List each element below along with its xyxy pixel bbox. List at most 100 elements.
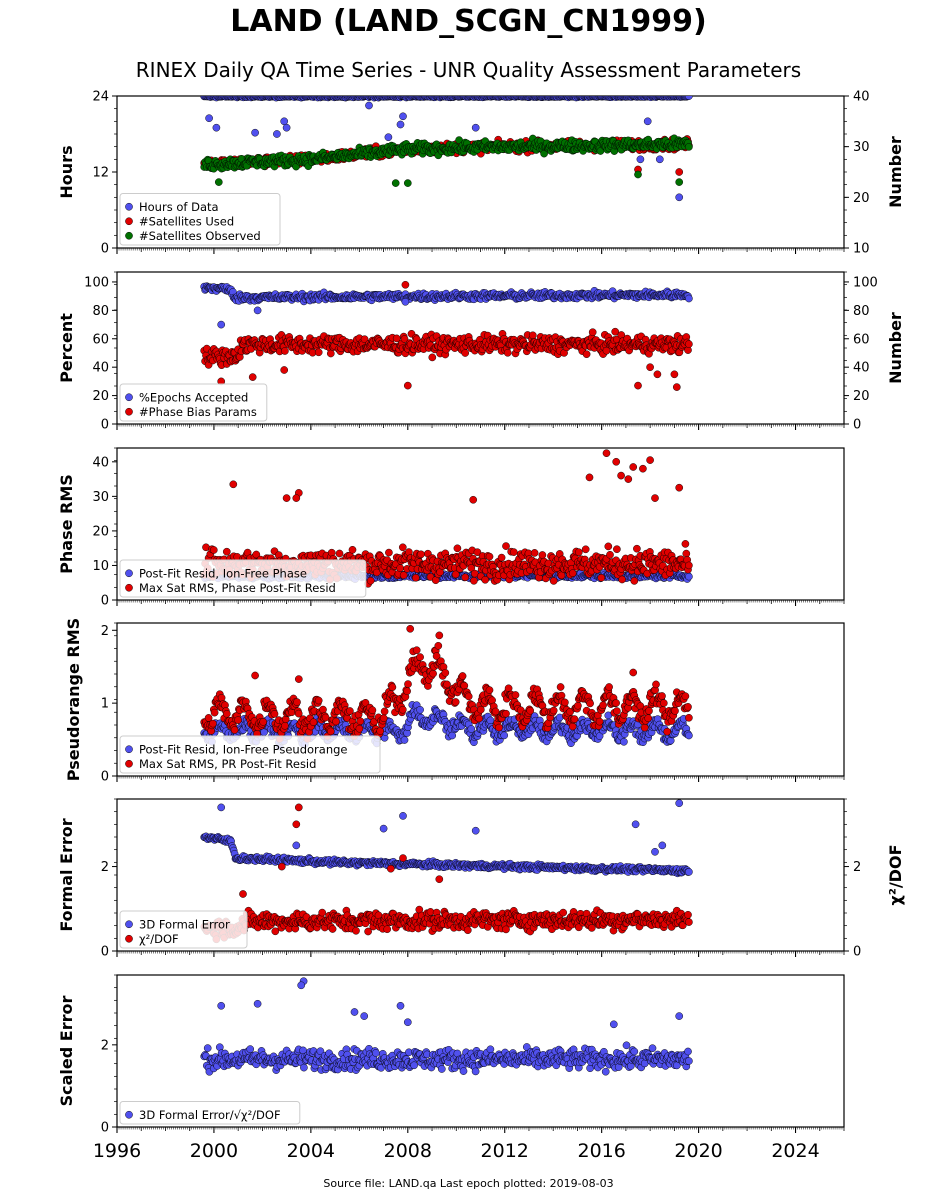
y-tick-label: 80 bbox=[92, 304, 109, 319]
y2-tick-label: 100 bbox=[853, 275, 878, 290]
y-tick-label: 40 bbox=[92, 361, 109, 376]
data-point bbox=[399, 112, 407, 121]
data-point bbox=[646, 363, 654, 372]
data-point bbox=[417, 550, 425, 559]
data-point bbox=[606, 550, 614, 559]
data-point bbox=[672, 383, 681, 391]
legend-label: #Phase Bias Params bbox=[139, 405, 257, 419]
data-point bbox=[401, 280, 410, 289]
data-point bbox=[282, 123, 291, 132]
y-tick-label: 100 bbox=[84, 275, 109, 290]
data-point bbox=[314, 348, 323, 357]
data-point bbox=[497, 553, 506, 562]
data-point bbox=[588, 328, 597, 337]
legend-marker bbox=[125, 393, 133, 402]
data-point bbox=[398, 543, 407, 552]
data-point bbox=[685, 561, 693, 570]
data-point bbox=[385, 548, 393, 557]
data-point bbox=[428, 353, 437, 362]
data-point bbox=[248, 373, 257, 381]
data-points bbox=[200, 96, 693, 202]
data-point bbox=[396, 564, 405, 572]
data-point bbox=[469, 495, 478, 504]
data-point bbox=[612, 457, 621, 466]
data-point bbox=[613, 545, 621, 554]
data-point bbox=[582, 350, 591, 359]
data-point bbox=[574, 548, 583, 557]
data-point bbox=[217, 320, 226, 329]
data-point bbox=[682, 549, 691, 558]
legend-marker bbox=[125, 231, 133, 240]
data-point bbox=[461, 349, 470, 357]
data-point bbox=[685, 143, 693, 151]
data-point bbox=[675, 178, 684, 186]
y2-tick-label: 10 bbox=[853, 242, 870, 257]
data-point bbox=[222, 547, 231, 556]
data-point bbox=[528, 331, 537, 340]
legend-box bbox=[119, 193, 281, 246]
data-point bbox=[634, 170, 642, 179]
y2-tick-label: 60 bbox=[853, 332, 870, 347]
data-point bbox=[205, 114, 213, 123]
data-point bbox=[624, 475, 633, 483]
data-point bbox=[401, 297, 410, 306]
data-point bbox=[646, 456, 654, 464]
data-point bbox=[411, 573, 420, 582]
data-point bbox=[212, 123, 221, 132]
y-tick-label: 60 bbox=[92, 332, 109, 347]
data-point bbox=[685, 572, 693, 581]
data-point bbox=[396, 120, 405, 129]
y2-axis-label: Number bbox=[886, 312, 905, 384]
data-point bbox=[399, 571, 408, 580]
data-point bbox=[630, 577, 639, 585]
y-axis-label: Hours bbox=[57, 145, 76, 198]
data-point bbox=[453, 544, 462, 553]
data-point bbox=[670, 370, 679, 379]
legend: Hours of Data#Satellites Used#Satellites… bbox=[119, 193, 281, 246]
y-tick-label: 0 bbox=[101, 242, 109, 257]
y2-tick-label: 0 bbox=[853, 418, 861, 433]
data-point bbox=[633, 544, 641, 553]
y2-tick-label: 30 bbox=[853, 140, 870, 155]
y2-tick-label: 40 bbox=[853, 90, 870, 105]
legend-label: Hours of Data bbox=[139, 200, 219, 214]
data-point bbox=[485, 552, 494, 561]
data-point bbox=[253, 306, 262, 315]
chart-title: LAND (LAND_SCGN_CN1999) bbox=[230, 4, 707, 39]
data-point bbox=[503, 348, 512, 357]
data-point bbox=[617, 471, 625, 480]
y-tick-label: 10 bbox=[92, 559, 109, 574]
data-point bbox=[602, 449, 611, 458]
data-point bbox=[530, 549, 539, 557]
data-point bbox=[549, 577, 558, 585]
y-tick-label: 30 bbox=[92, 490, 109, 505]
y-tick-label: 20 bbox=[92, 389, 109, 404]
chart-subtitle: RINEX Daily QA Time Series - UNR Quality… bbox=[135, 58, 802, 82]
data-point bbox=[585, 473, 594, 482]
legend-label: %Epochs Accepted bbox=[139, 390, 248, 404]
data-point bbox=[403, 381, 412, 390]
data-point bbox=[597, 573, 606, 582]
data-points bbox=[200, 280, 693, 391]
y2-tick-label: 20 bbox=[853, 191, 870, 206]
panel-percent: 0 20 40 60 80 100 0 20 40 60 80 100 Number Percent %Ep… bbox=[57, 271, 905, 433]
y-tick-label: 20 bbox=[92, 524, 109, 539]
data-point bbox=[655, 155, 664, 164]
data-point bbox=[502, 542, 510, 550]
data-point bbox=[365, 101, 373, 110]
data-point bbox=[618, 575, 626, 584]
data-point bbox=[604, 542, 613, 551]
data-point bbox=[384, 133, 393, 142]
data-point bbox=[282, 494, 291, 502]
y-tick-label: 24 bbox=[92, 90, 109, 105]
data-point bbox=[281, 347, 289, 355]
y-tick-label: 0 bbox=[101, 594, 109, 609]
data-point bbox=[675, 483, 684, 492]
legend: %Epochs Accepted#Phase Bias Params bbox=[119, 383, 268, 422]
legend-marker bbox=[125, 202, 133, 211]
data-point bbox=[685, 340, 693, 348]
data-point bbox=[229, 480, 238, 489]
data-point bbox=[292, 494, 301, 502]
